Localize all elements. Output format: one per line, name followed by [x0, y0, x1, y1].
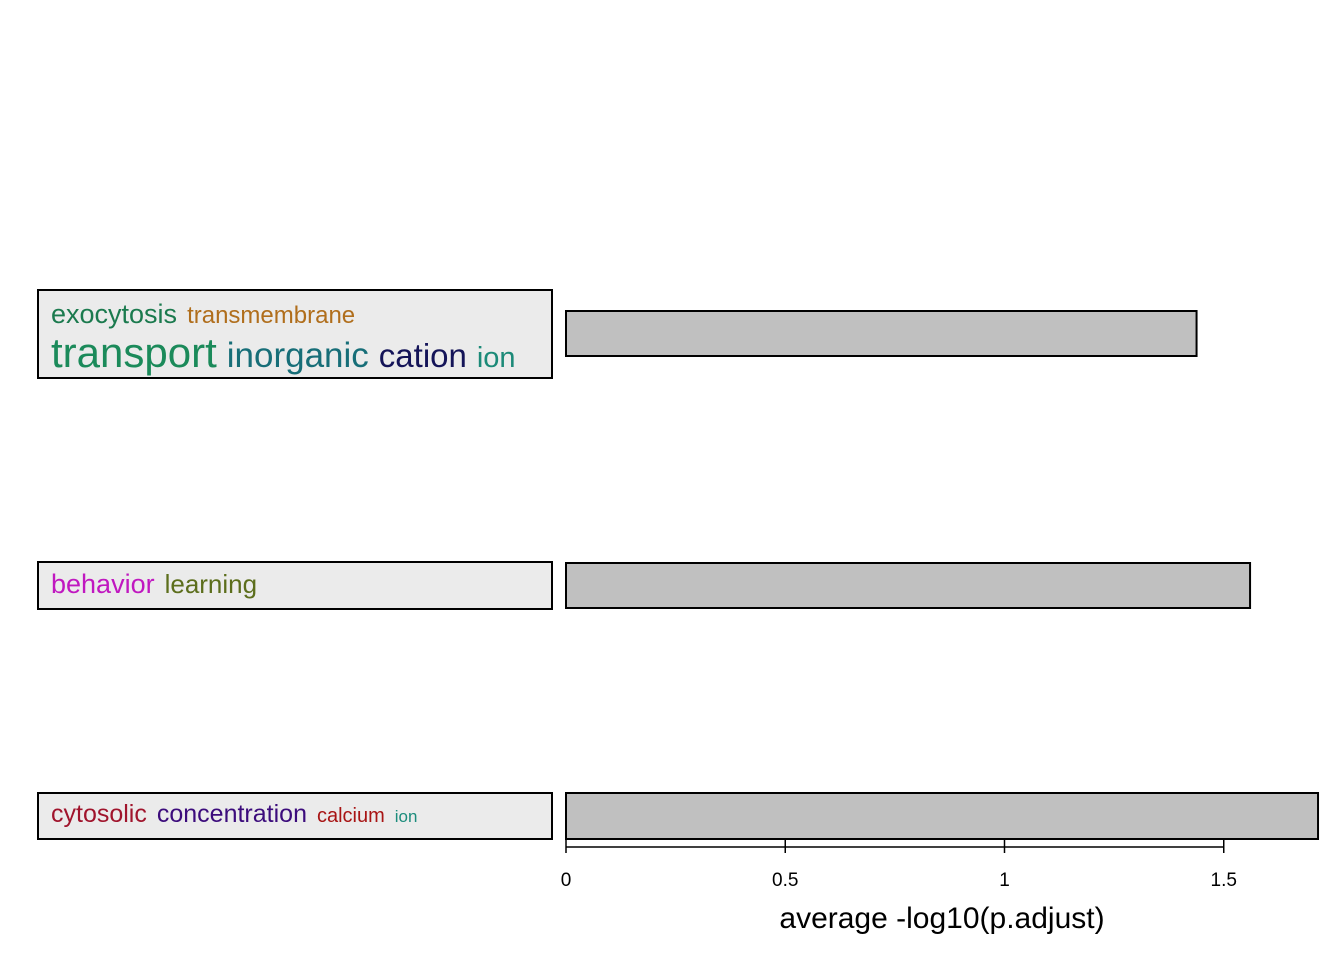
- term-word: inorganic: [226, 336, 369, 375]
- term-word-line: cytosolic concentration calcium ion: [51, 800, 427, 829]
- x-tick-label: 0: [561, 870, 572, 891]
- term-label-box: exocytosis transmembrane transport inorgani…: [37, 289, 553, 379]
- term-word: transport: [51, 329, 217, 376]
- term-word: learning: [164, 569, 258, 599]
- term-label-box: behavior learning: [37, 561, 553, 610]
- term-word-line: behavior learning: [51, 569, 267, 600]
- term-word: ion: [394, 807, 418, 826]
- x-axis: 0 0.5 1 1.5: [561, 838, 1237, 891]
- term-word: ion: [476, 342, 516, 374]
- bar-3: [565, 792, 1320, 840]
- bar-2: [565, 562, 1252, 609]
- term-word: cytosolic: [51, 800, 147, 828]
- x-tick-label: 0.5: [772, 870, 798, 891]
- bars: [565, 310, 1320, 840]
- x-axis-title: average -log10(p.adjust): [779, 902, 1104, 935]
- term-word: exocytosis: [51, 299, 178, 329]
- term-word: calcium: [316, 805, 385, 827]
- x-tick-label: 1.5: [1211, 870, 1237, 891]
- term-word-line: transport inorganic cation ion: [51, 329, 526, 377]
- term-word: behavior: [51, 569, 155, 599]
- term-word-line: exocytosis transmembrane: [51, 299, 365, 330]
- x-tick-label: 1: [999, 870, 1010, 891]
- term-word: transmembrane: [187, 302, 356, 329]
- term-word: cation: [378, 337, 467, 374]
- term-label-box: cytosolic concentration calcium ion: [37, 792, 553, 840]
- term-word: concentration: [156, 800, 307, 828]
- bar-1: [565, 310, 1198, 357]
